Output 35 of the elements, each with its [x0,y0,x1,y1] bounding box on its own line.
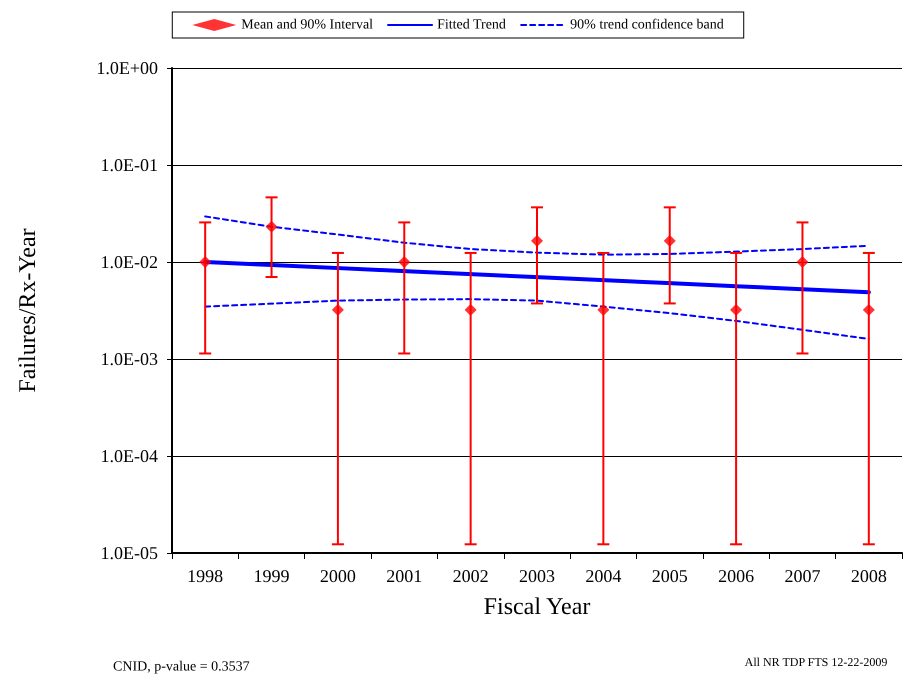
x-tick-label: 2007 [784,566,820,586]
point [266,220,278,233]
text: CNID, p-value = 0.3537 [113,660,250,674]
legend-label: Mean and 90% Interval [241,18,374,32]
y-tick-label: 1.0E-03 [100,349,158,369]
y-tick-label: 1.0E-02 [100,252,158,272]
text: All NR TDP FTS 12-22-2009 [744,655,888,669]
x-tick-label: 2008 [850,566,887,586]
y-tick-label: 1.0E-01 [100,155,158,175]
y-tick-label: 1.0E+00 [96,58,158,78]
point [862,304,875,316]
x-tick-label: 2003 [519,566,555,586]
x-tick-label: 2004 [585,566,622,586]
point [796,256,808,268]
point [332,304,344,316]
point [664,234,676,247]
x-axis-title: Fiscal Year [484,594,590,620]
point [531,234,543,247]
y-tick-label: 1.0E-04 [100,446,158,466]
x-tick-label: 2001 [386,566,422,586]
legend-label: 90% trend confidence band [570,18,724,32]
point [199,256,212,268]
x-tick-label: 1999 [254,566,290,586]
point [464,304,477,316]
x-tick-label: 2002 [452,566,489,586]
x-tick-label: 2005 [652,566,688,586]
x-tick-label: 2006 [718,566,754,586]
x-tick-label: 1998 [187,566,224,586]
y-tick-label: 1.0E-05 [100,543,158,563]
x-tick-label: 2000 [320,566,356,586]
point [597,304,610,316]
point [398,256,410,268]
legend-label: Fitted Trend [437,18,506,32]
point [730,304,742,316]
y-axis-title: Failures/Rx-Year [15,228,41,393]
